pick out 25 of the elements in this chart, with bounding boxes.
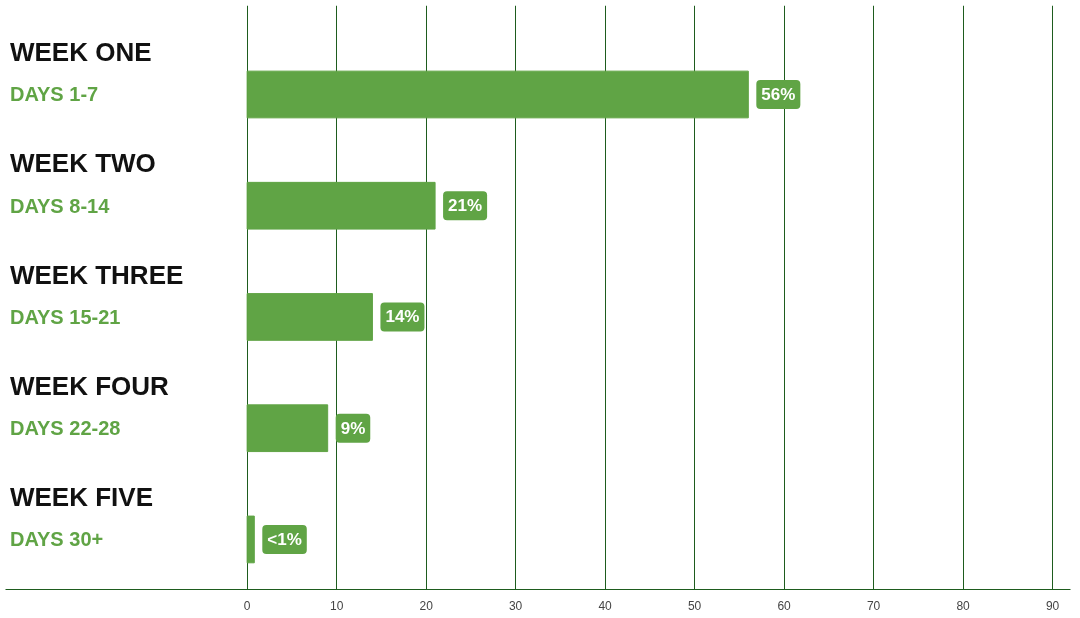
x-tick-label: 90 [1045,598,1060,613]
x-tick-label: 40 [598,598,613,613]
x-tick-label: 50 [687,598,702,613]
x-tick-label: 0 [243,598,251,613]
data-label: 56% [761,84,796,104]
y-tick-label: WEEK THREE DAYS 15-21 [9,259,184,328]
y-tick-label: WEEK TWO DAYS 8-14 [9,148,156,217]
bar [246,181,436,230]
y-tick-label: WEEK FIVE DAYS 30+ [9,482,153,551]
x-tick-label: 60 [777,598,792,613]
bar [246,404,329,453]
y-tick-label: WEEK FOUR DAYS 22-28 [9,370,170,440]
bar [246,293,373,341]
x-tick-label: 80 [956,598,971,613]
data-label: <1% [267,529,302,549]
bar [246,515,255,564]
x-tick-label: 10 [329,598,344,613]
data-label: 21% [448,196,483,216]
data-label: 14% [385,307,420,327]
y-tick-label: WEEK ONE DAYS 1-7 [9,37,152,106]
data-label: 9% [340,418,366,438]
x-tick-label: 20 [419,598,434,613]
bar [246,70,749,119]
x-tick-label: 70 [866,598,881,613]
x-tick-label: 30 [508,598,523,613]
